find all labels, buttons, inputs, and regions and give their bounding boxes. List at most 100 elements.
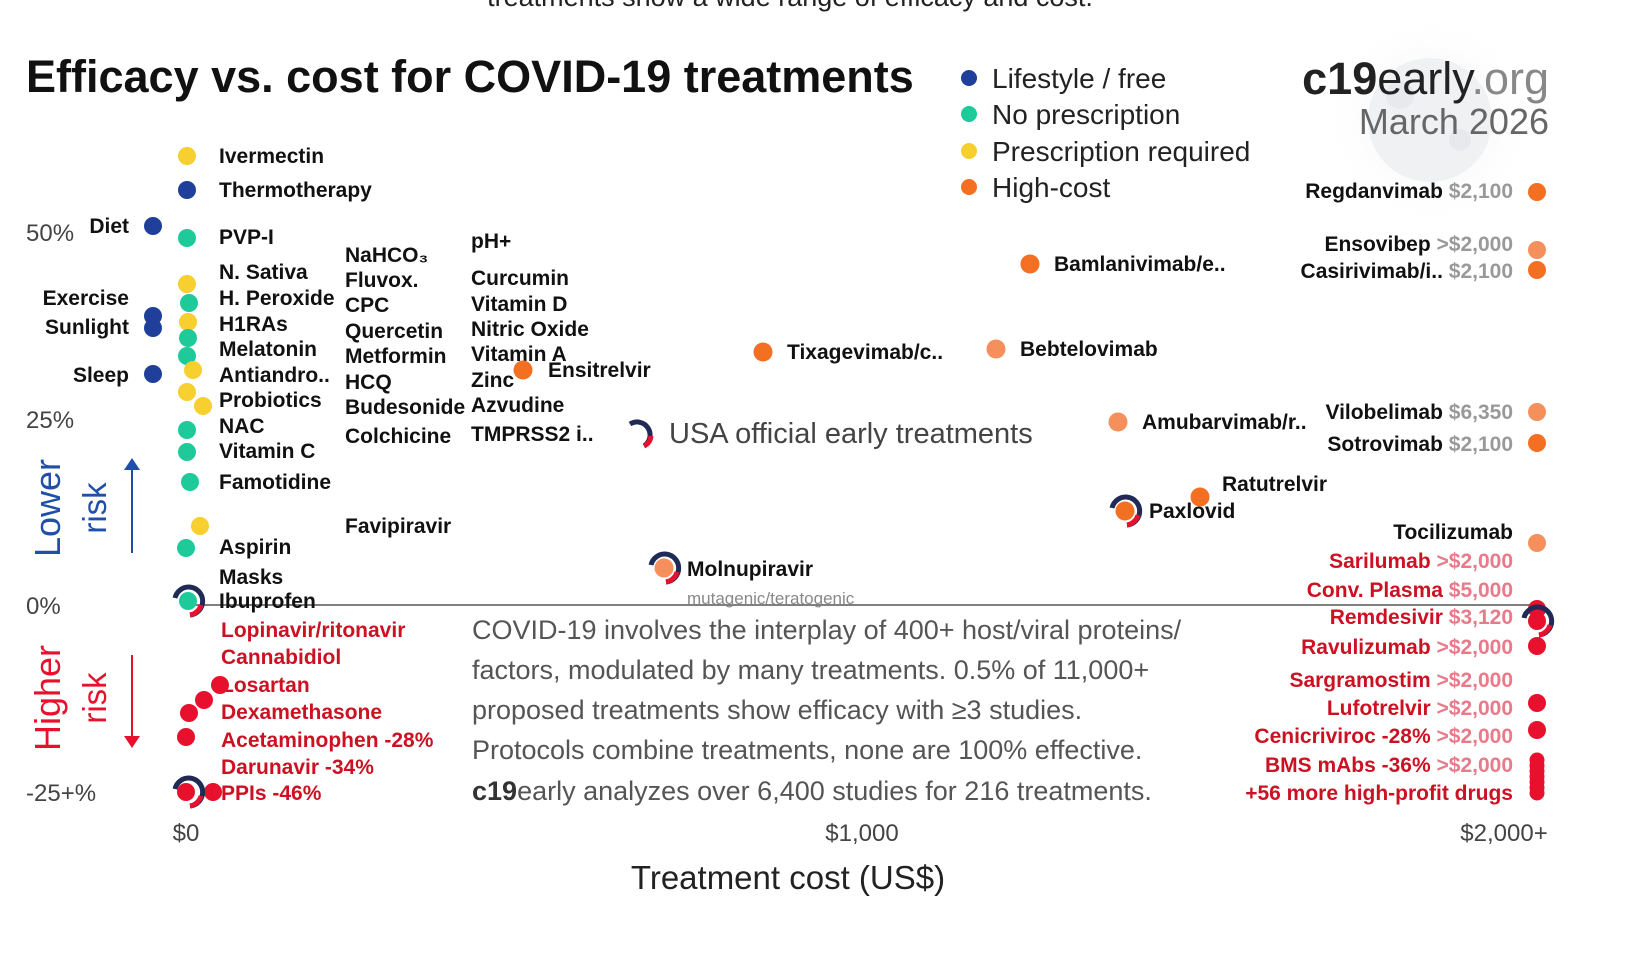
point-low-cost-6 bbox=[179, 329, 197, 347]
explanatory-note: COVID-19 involves the interplay of 400+ … bbox=[472, 615, 1182, 806]
y-tick-50: 50% bbox=[26, 220, 74, 247]
label-vitamin-c: Vitamin C bbox=[219, 440, 315, 463]
point-more-drugs-6 bbox=[1529, 785, 1545, 801]
legend-label-high-cost: High-cost bbox=[992, 172, 1110, 203]
note-line-1: COVID-19 involves the interplay of 400+ … bbox=[472, 615, 1182, 645]
point-harm-low-4 bbox=[177, 783, 195, 801]
point-harm-low-3 bbox=[177, 728, 195, 746]
x-axis-label: Treatment cost (US$) bbox=[631, 859, 945, 896]
point-tixagevimab-c bbox=[753, 342, 773, 362]
label-probiotics: Probiotics bbox=[219, 389, 322, 412]
label-azvudine: Azvudine bbox=[471, 394, 564, 417]
point-harm-high-4 bbox=[1528, 721, 1546, 739]
label-lufotrelvir: Lufotrelvir >$2,000 bbox=[1327, 697, 1513, 720]
label-budesonide: Budesonide bbox=[345, 396, 465, 419]
label-paxlovid: Paxlovid bbox=[1149, 500, 1235, 523]
label-quercetin: Quercetin bbox=[345, 320, 443, 343]
label-h1ras: H1RAs bbox=[219, 313, 288, 336]
label-melatonin: Melatonin bbox=[219, 338, 317, 361]
point-ensitrelvir bbox=[513, 360, 533, 380]
label-antiandro: Antiandro.. bbox=[219, 364, 330, 387]
label-nac: NAC bbox=[219, 415, 265, 438]
point-harm-low-5 bbox=[204, 783, 222, 801]
label-vilobelimab: Vilobelimab $6,350 bbox=[1325, 401, 1513, 424]
usa-official-legend: USA official early treatments bbox=[628, 418, 1033, 450]
legend-marker-prescription bbox=[961, 143, 977, 159]
label-aspirin: Aspirin bbox=[219, 536, 291, 559]
label-losartan: Losartan bbox=[221, 674, 310, 697]
point-sleep bbox=[144, 365, 162, 383]
point-low-cost-13 bbox=[181, 473, 199, 491]
point-regdanvimab bbox=[1528, 183, 1546, 201]
label-conv-plasma: Conv. Plasma $5,000 bbox=[1307, 579, 1513, 602]
label-ph: pH+ bbox=[471, 230, 511, 253]
brand-date: March 2026 bbox=[1359, 101, 1549, 142]
label-h-peroxide: H. Peroxide bbox=[219, 287, 335, 310]
label-sotrovimab: Sotrovimab $2,100 bbox=[1327, 433, 1513, 456]
label-casirivimab-i: Casirivimab/i.. $2,100 bbox=[1301, 260, 1513, 283]
label-cenicriviroc: Cenicriviroc -28% >$2,000 bbox=[1254, 725, 1513, 748]
legend-marker-lifestyle bbox=[961, 70, 977, 86]
label-darunavir: Darunavir -34% bbox=[221, 756, 374, 779]
label-cpc: CPC bbox=[345, 294, 389, 317]
data-marks: Ivermectin Thermotherapy PVP-I N. Sativa H. … bbox=[43, 145, 1555, 809]
point-low-cost-4 bbox=[180, 294, 198, 312]
note-line-3: proposed treatments show efficacy with ≥… bbox=[472, 695, 1082, 725]
point-low-cost-7 bbox=[178, 347, 196, 365]
legend-marker-no-prescription bbox=[961, 106, 977, 122]
usa-official-label: USA official early treatments bbox=[669, 418, 1033, 450]
point-low-cost-9 bbox=[178, 383, 196, 401]
label-diet: Diet bbox=[89, 215, 129, 238]
point-low-cost-3 bbox=[178, 275, 196, 293]
label-curcumin: Curcumin bbox=[471, 267, 569, 290]
svg-text:c19early analyzes over 6,400 s: c19early analyzes over 6,400 studies for… bbox=[472, 776, 1152, 806]
point-amubarvimab-r bbox=[1108, 412, 1128, 432]
higher-risk-label: Higher risk bbox=[27, 645, 140, 751]
label-ensovibep: Ensovibep >$2,000 bbox=[1324, 233, 1513, 256]
y-tick-0: 0% bbox=[26, 593, 61, 620]
molnupiravir-usa-ring-red bbox=[665, 571, 680, 585]
point-low-cost-11 bbox=[178, 421, 196, 439]
label-molnupiravir: Molnupiravir bbox=[687, 558, 813, 581]
legend-marker-high-cost bbox=[961, 179, 977, 195]
label-ivermectin: Ivermectin bbox=[219, 145, 324, 168]
label-ratutrelvir: Ratutrelvir bbox=[1222, 473, 1327, 496]
ibuprofen-usa-ring-red bbox=[189, 604, 204, 618]
label-remdesivir: Remdesivir $3,120 bbox=[1330, 606, 1513, 629]
label-fluvox: Fluvox. bbox=[345, 269, 419, 292]
point-low-cost-2 bbox=[178, 229, 196, 247]
label-sarilumab: Sarilumab >$2,000 bbox=[1329, 550, 1513, 573]
lower-risk-label: Lower risk bbox=[27, 458, 140, 557]
label-zinc: Zinc bbox=[471, 369, 514, 392]
label-pvp-i: PVP-I bbox=[219, 226, 274, 249]
note-last-bold: c19 bbox=[472, 776, 517, 806]
label-bebtelovimab: Bebtelovimab bbox=[1020, 338, 1158, 361]
point-low-cost-12 bbox=[178, 443, 196, 461]
label-famotidine: Famotidine bbox=[219, 471, 331, 494]
label-hcq: HCQ bbox=[345, 371, 392, 394]
label-vitamin-d: Vitamin D bbox=[471, 293, 567, 316]
point-ensovibep bbox=[1528, 241, 1546, 259]
point-harm-low-1 bbox=[195, 691, 213, 709]
brand-org: .org bbox=[1471, 53, 1549, 104]
label-dexamethasone: Dexamethasone bbox=[221, 701, 382, 724]
point-harm-high-2 bbox=[1528, 637, 1546, 655]
point-sotrovimab bbox=[1528, 434, 1546, 452]
point-molnupiravir bbox=[654, 558, 674, 578]
y-tick-25: 25% bbox=[26, 407, 74, 434]
point-casirivimab-i bbox=[1528, 261, 1546, 279]
lower-risk-word2: risk bbox=[76, 482, 113, 534]
lower-risk-word1: Lower bbox=[27, 459, 68, 557]
legend-label-prescription: Prescription required bbox=[992, 136, 1250, 167]
point-low-cost-10 bbox=[194, 397, 212, 415]
paxlovid-usa-ring-red bbox=[1126, 514, 1141, 528]
label-ensitrelvir: Ensitrelvir bbox=[548, 359, 651, 382]
label-tocilizumab: Tocilizumab bbox=[1393, 521, 1513, 544]
label-masks: Masks bbox=[219, 566, 283, 589]
label-nahco: NaHCO₃ bbox=[345, 244, 428, 267]
point-sunlight bbox=[144, 319, 162, 337]
label-exercise: Exercise bbox=[43, 287, 129, 310]
point-low-cost-15 bbox=[177, 539, 195, 557]
